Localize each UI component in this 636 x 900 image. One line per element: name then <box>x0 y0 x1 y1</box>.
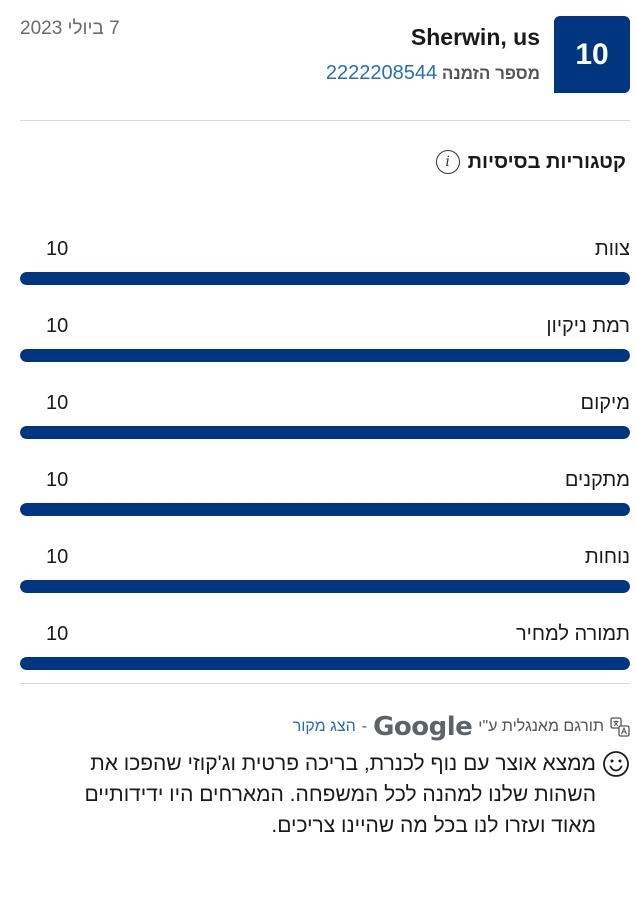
score-badge: 10 <box>554 16 630 93</box>
score-bar <box>20 426 630 439</box>
score-bar-fill <box>20 503 630 516</box>
score-bar <box>20 657 630 670</box>
category-score: 10 <box>46 238 69 260</box>
score-bar-fill <box>20 272 630 285</box>
score-bar <box>20 580 630 593</box>
category-row: מיקום 10 <box>20 392 630 452</box>
info-icon[interactable]: i <box>435 150 460 174</box>
order-info: מספר הזמנה 2222208544 <box>326 62 540 85</box>
categories-header: קטגוריות בסיסיות i <box>435 150 626 174</box>
review-positive: ממצא אוצר עם נוף לכנרת, בריכה פרטית וג'ק… <box>70 748 630 841</box>
order-number[interactable]: 2222208544 <box>325 62 438 84</box>
category-label: נוחות <box>584 546 630 568</box>
translation-separator: - <box>361 718 368 735</box>
category-label: צוות <box>594 238 630 260</box>
category-row: נוחות 10 <box>20 546 630 606</box>
divider <box>20 683 630 684</box>
category-score: 10 <box>46 469 69 491</box>
category-label: רמת ניקיון <box>546 315 630 337</box>
translation-note: תורגם מאנגלית ע"י Google - הצג מקור <box>293 712 630 742</box>
categories-title: קטגוריות בסיסיות <box>467 150 626 173</box>
category-row: תמורה למחיר 10 <box>20 623 630 683</box>
category-score: 10 <box>46 392 69 414</box>
review-date: 7 ביולי 2023 <box>20 18 120 39</box>
score-bar-fill <box>20 657 630 670</box>
score-bar <box>20 349 630 362</box>
category-row: צוות 10 <box>20 238 630 298</box>
divider <box>20 120 630 121</box>
category-label: מיקום <box>580 392 631 414</box>
category-score: 10 <box>46 546 69 568</box>
category-label: מתקנים <box>564 469 630 491</box>
category-score: 10 <box>46 623 69 645</box>
order-number-label: מספר הזמנה <box>441 64 540 83</box>
score-bar <box>20 503 630 516</box>
translation-prefix: תורגם מאנגלית ע"י <box>478 718 604 735</box>
translate-icon <box>610 717 630 737</box>
score-bar-fill <box>20 580 630 593</box>
category-row: מתקנים 10 <box>20 469 630 529</box>
google-logo: Google <box>373 712 473 742</box>
show-original-link[interactable]: הצג מקור <box>292 718 356 735</box>
score-bar-fill <box>20 426 630 439</box>
score-bar <box>20 272 630 285</box>
smiley-icon <box>603 751 629 777</box>
score-bar-fill <box>20 349 630 362</box>
category-score: 10 <box>46 315 69 337</box>
reviewer-name: Sherwin, us <box>410 24 540 50</box>
review-text: ממצא אוצר עם נוף לכנרת, בריכה פרטית וג'ק… <box>84 752 596 837</box>
category-label: תמורה למחיר <box>515 623 630 645</box>
category-row: רמת ניקיון 10 <box>20 315 630 375</box>
